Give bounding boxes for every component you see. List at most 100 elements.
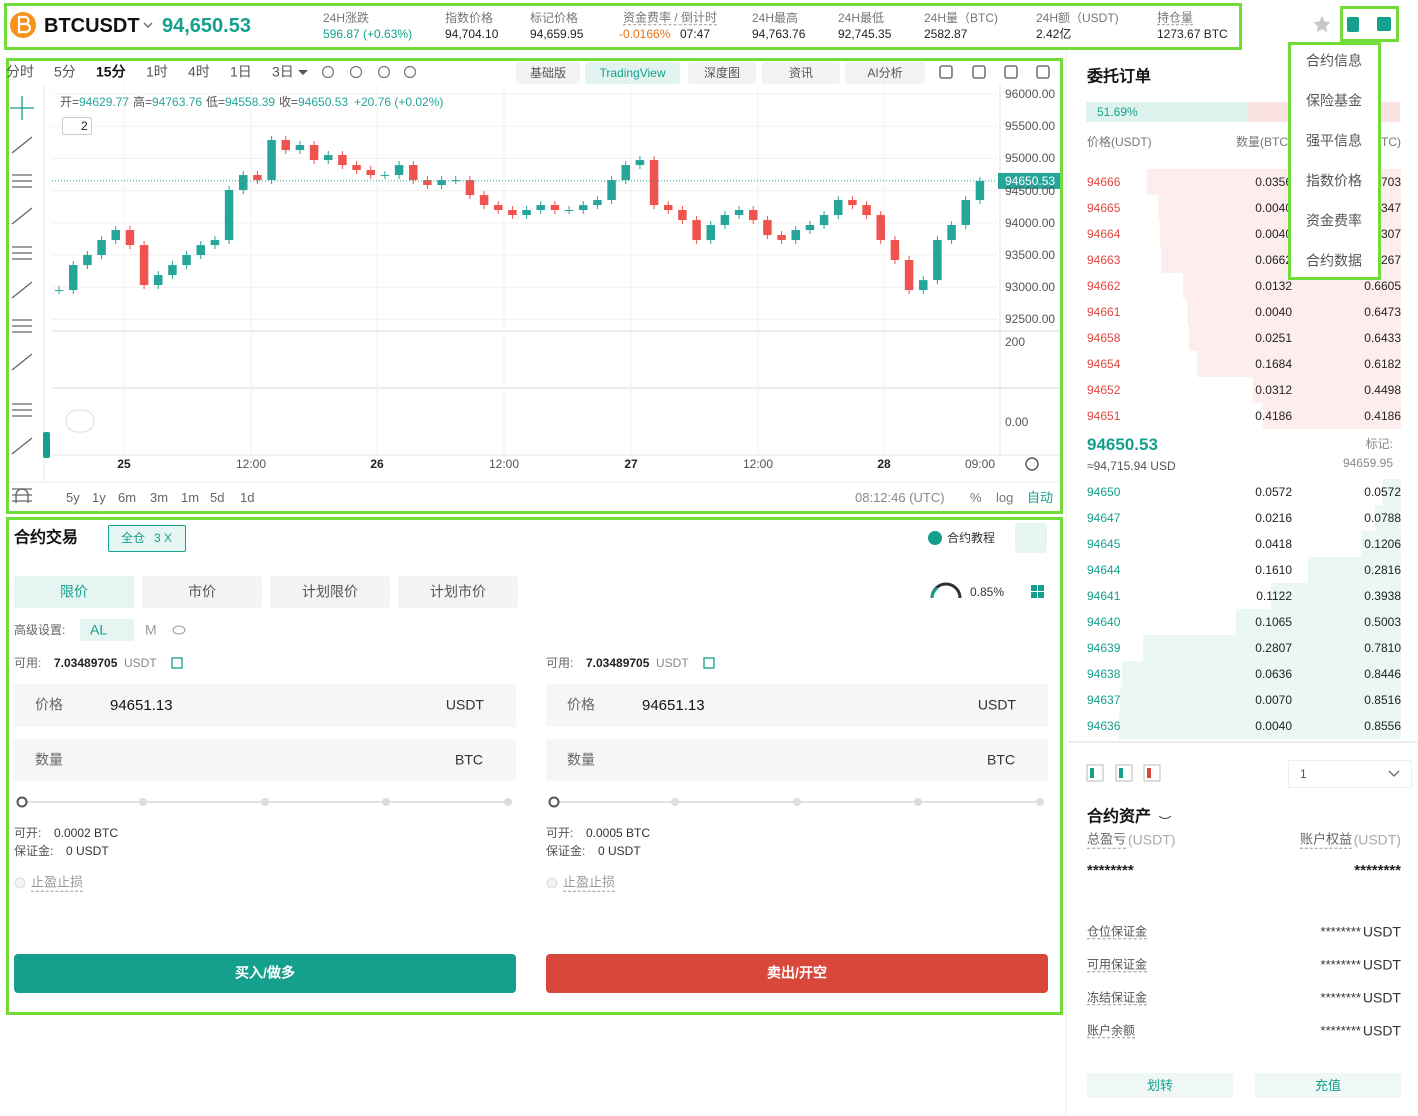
interval-tab[interactable]: 1日 [230,63,252,80]
view-tab[interactable] [845,62,925,84]
pnl-value: ******** [1087,862,1134,879]
tutorial-link[interactable]: 合约教程 [947,530,996,545]
view-tab[interactable] [585,62,680,84]
range-button[interactable]: 1m [181,490,200,506]
book-qty: 0.4186 [1255,408,1292,423]
advanced-option[interactable] [80,619,134,641]
margin-tag[interactable] [108,525,186,552]
asset-row-unit: USDT [1362,989,1401,1006]
price-input[interactable] [14,684,516,727]
candle [324,155,333,161]
candle [423,180,432,186]
tutorial-icon [928,531,942,545]
interval-dropdown [298,70,308,75]
scale-option[interactable]: log [996,490,1014,506]
view-tab[interactable] [688,62,756,84]
favorite-icon [1313,16,1331,33]
qty-label: 数量 [567,751,595,768]
menu-item[interactable]: 强平信息 [1306,132,1362,149]
menu-item[interactable]: 资金费率 [1306,212,1362,229]
candle [69,265,78,291]
indicator-toggle[interactable] [62,117,92,135]
qty-input[interactable] [14,739,516,781]
range-button[interactable]: 6m [118,490,137,506]
max-label: 可开: [546,825,574,840]
order-type-tab[interactable] [14,576,134,608]
macd-tick-label: 0.00 [1005,414,1029,429]
sell-button[interactable] [546,954,1048,993]
symbol[interactable]: BTCUSDT [44,15,140,37]
menu-item[interactable]: 保险基金 [1306,92,1362,109]
advanced-option-label[interactable]: M [145,621,157,638]
book-icon[interactable] [1347,17,1359,32]
range-button[interactable]: 5d [210,490,225,506]
margin-label: 保证金: [546,843,586,858]
asset-button[interactable] [1087,1073,1233,1098]
tool-icon [11,136,33,154]
tool-icon [11,207,33,225]
settings-button[interactable] [1015,523,1047,553]
candle [947,225,956,241]
grid-icon [1031,592,1037,598]
view-tab[interactable] [762,62,840,84]
order-type-label: 计划限价 [302,583,358,600]
range-button[interactable]: 5y [66,490,80,506]
column-header: 数量(BTC) [1236,134,1292,149]
last-price-tag [998,172,1060,189]
interval-tab[interactable]: 分时 [6,63,34,80]
stat-label: 标记价格 [530,10,579,25]
grid-icon [1031,585,1037,591]
book-total: 0.6433 [1364,330,1401,345]
book-total: 0.4498 [1364,382,1401,397]
tool-icon [11,281,33,299]
candle [607,180,616,201]
asset-button[interactable] [1255,1073,1401,1098]
book-qty: 0.2807 [1255,640,1292,655]
order-type-tab[interactable] [270,576,390,608]
wallet-icon[interactable] [1377,17,1391,31]
view-tab[interactable] [516,62,580,84]
candle [338,155,347,166]
book-qty: 0.0636 [1255,666,1292,681]
menu-item[interactable]: 指数价格 [1306,172,1362,189]
book-total: 0.2816 [1364,562,1401,577]
book-qty: 0.0070 [1255,692,1292,707]
range-button[interactable]: 1d [240,490,255,506]
scale-option[interactable]: 自动 [1027,490,1054,506]
tool-icon [12,174,32,188]
menu-item[interactable]: 合约数据 [1306,252,1362,269]
scale-option[interactable]: % [970,490,982,506]
order-type-tab[interactable] [398,576,518,608]
range-button[interactable]: 1y [92,490,106,506]
qty-input[interactable] [546,739,1048,781]
precision-select[interactable] [1288,760,1412,788]
buy-button[interactable] [14,954,516,993]
stat-value: -0.0166% [619,26,671,41]
menu-item[interactable]: 合约信息 [1306,52,1362,69]
interval-tab[interactable]: 1时 [146,63,168,80]
range-button[interactable]: 3m [150,490,169,506]
indicator-count: 2 [81,118,88,133]
interval-tab[interactable]: 15分 [96,63,126,80]
book-price: 94665 [1087,200,1121,215]
book-price: 94636 [1087,718,1121,733]
candle [437,180,446,186]
interval-tab[interactable]: 5分 [54,63,76,80]
ohlc-value: 94650.53 [298,94,349,109]
precision-chevron [1388,770,1400,777]
asset-row-label: 冻结保证金 [1087,990,1148,1006]
interval-tab[interactable]: 3日 [272,63,294,80]
depth-bar [1196,351,1401,377]
candle [508,210,517,216]
tpsl-toggle[interactable]: 止盈止损 [31,874,84,892]
stat-value: 92,745.35 [838,26,892,41]
view-tab-label: AI分析 [867,65,903,80]
order-type-tab[interactable] [142,576,262,608]
fee-rate: 0.85% [970,584,1005,599]
tpsl-toggle[interactable]: 止盈止损 [563,874,616,892]
price-input[interactable] [546,684,1048,727]
interval-tab[interactable]: 4时 [188,63,210,80]
book-price: 94647 [1087,510,1121,525]
advanced-label: 高级设置: [14,622,66,637]
